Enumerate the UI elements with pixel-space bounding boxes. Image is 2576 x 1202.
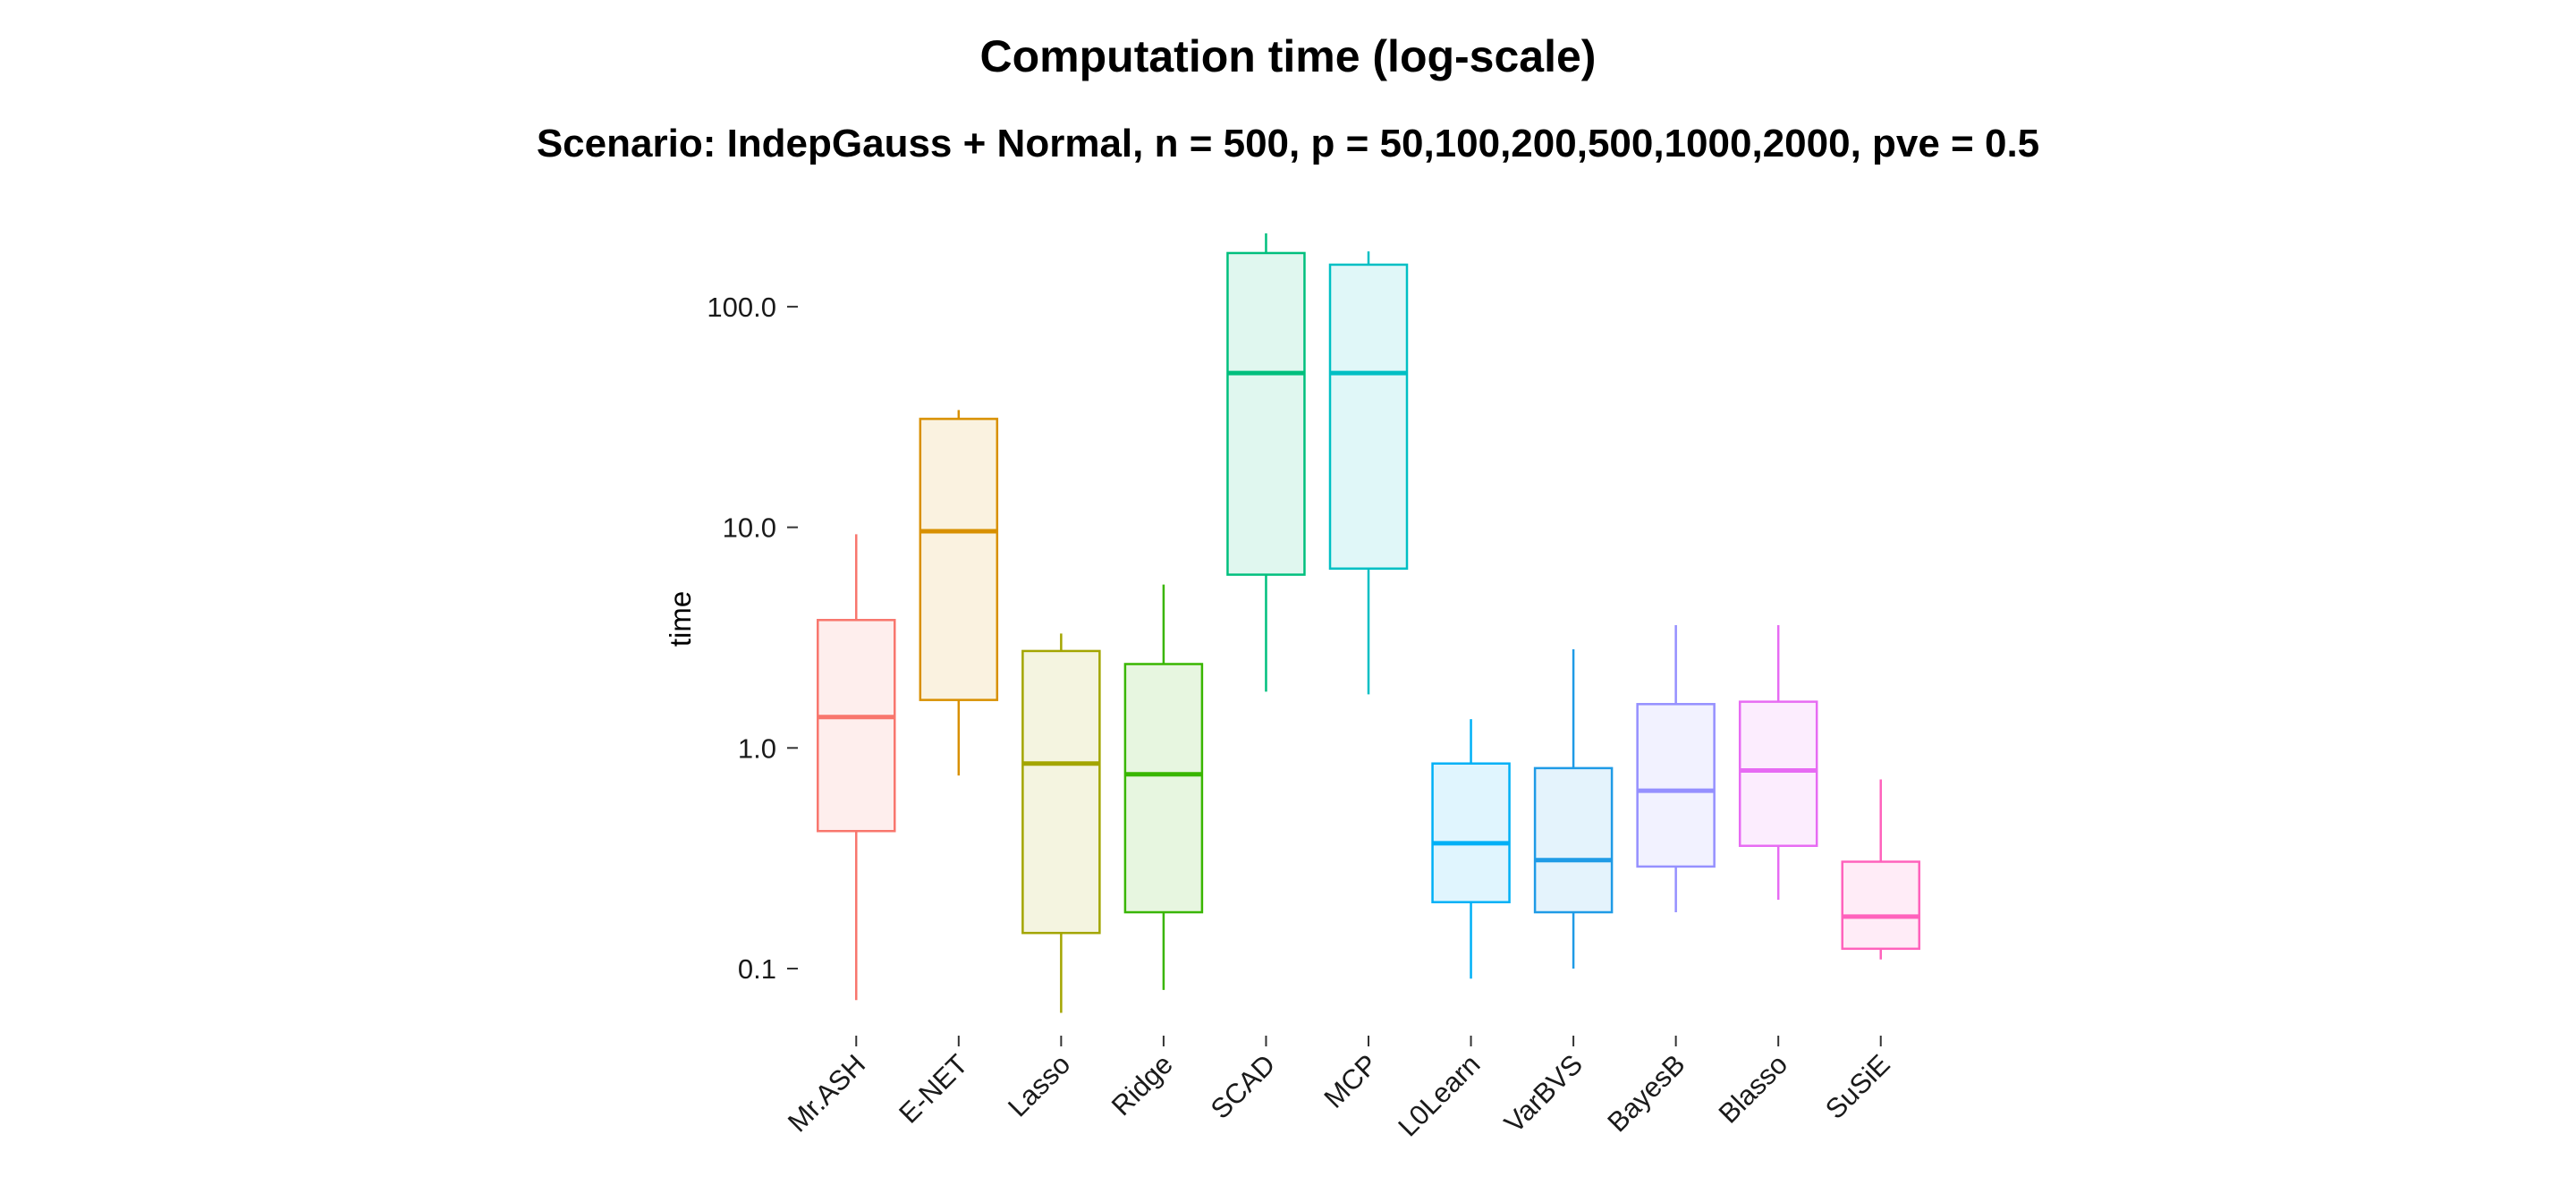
y-axis-label: time: [664, 591, 697, 647]
x-tick-label: Ridge: [1106, 1048, 1179, 1122]
box-body: [1636, 703, 1716, 868]
y-axis: 0.1 1.0 10.0 100.0: [707, 292, 798, 985]
chart-title: Computation time (log-scale): [980, 31, 1597, 81]
x-tick-label: E-NET: [893, 1048, 974, 1130]
box-e-net: [919, 410, 999, 776]
box-lasso: [1021, 633, 1101, 1013]
chart-subtitle: Scenario: IndepGauss + Normal, n = 500, …: [537, 122, 2039, 165]
box-blasso: [1738, 625, 1818, 901]
box-body: [1226, 251, 1306, 576]
x-tick-label: L0Learn: [1392, 1048, 1486, 1142]
box-body: [1123, 663, 1204, 914]
box-scad: [1226, 233, 1306, 692]
y-tick-label: 1.0: [738, 732, 776, 764]
boxplot-series: [817, 233, 1920, 1013]
box-body: [1738, 700, 1818, 848]
x-tick-label: SuSiE: [1819, 1048, 1896, 1125]
box-ridge: [1123, 584, 1204, 990]
box-body: [1021, 649, 1101, 935]
box-bayesb: [1636, 625, 1716, 913]
x-axis: Mr.ASH E-NET Lasso Ridge SCAD MCP L0Learn VarBV…: [782, 1036, 1896, 1142]
box-body: [1431, 762, 1511, 903]
box-mcp: [1328, 251, 1409, 695]
x-tick-label: SCAD: [1205, 1048, 1282, 1125]
box-mr-ash: [817, 534, 896, 1001]
x-tick-label: VarBVS: [1498, 1048, 1589, 1139]
x-tick-label: Mr.ASH: [782, 1048, 871, 1138]
y-tick-label: 100.0: [707, 292, 776, 323]
y-tick-label: 10.0: [723, 512, 776, 544]
box-body: [919, 418, 999, 701]
x-tick-label: Lasso: [1002, 1048, 1076, 1122]
y-tick-label: 0.1: [738, 953, 776, 985]
x-tick-label: BayesB: [1601, 1048, 1690, 1138]
box-susie: [1841, 779, 1920, 960]
box-body: [817, 619, 896, 833]
box-varbvs: [1533, 648, 1614, 969]
box-l0learn: [1431, 719, 1511, 979]
box-body: [1841, 860, 1920, 951]
x-tick-label: MCP: [1318, 1048, 1383, 1113]
box-body: [1533, 766, 1614, 914]
x-tick-label: Blasso: [1713, 1048, 1794, 1130]
box-body: [1328, 263, 1409, 571]
